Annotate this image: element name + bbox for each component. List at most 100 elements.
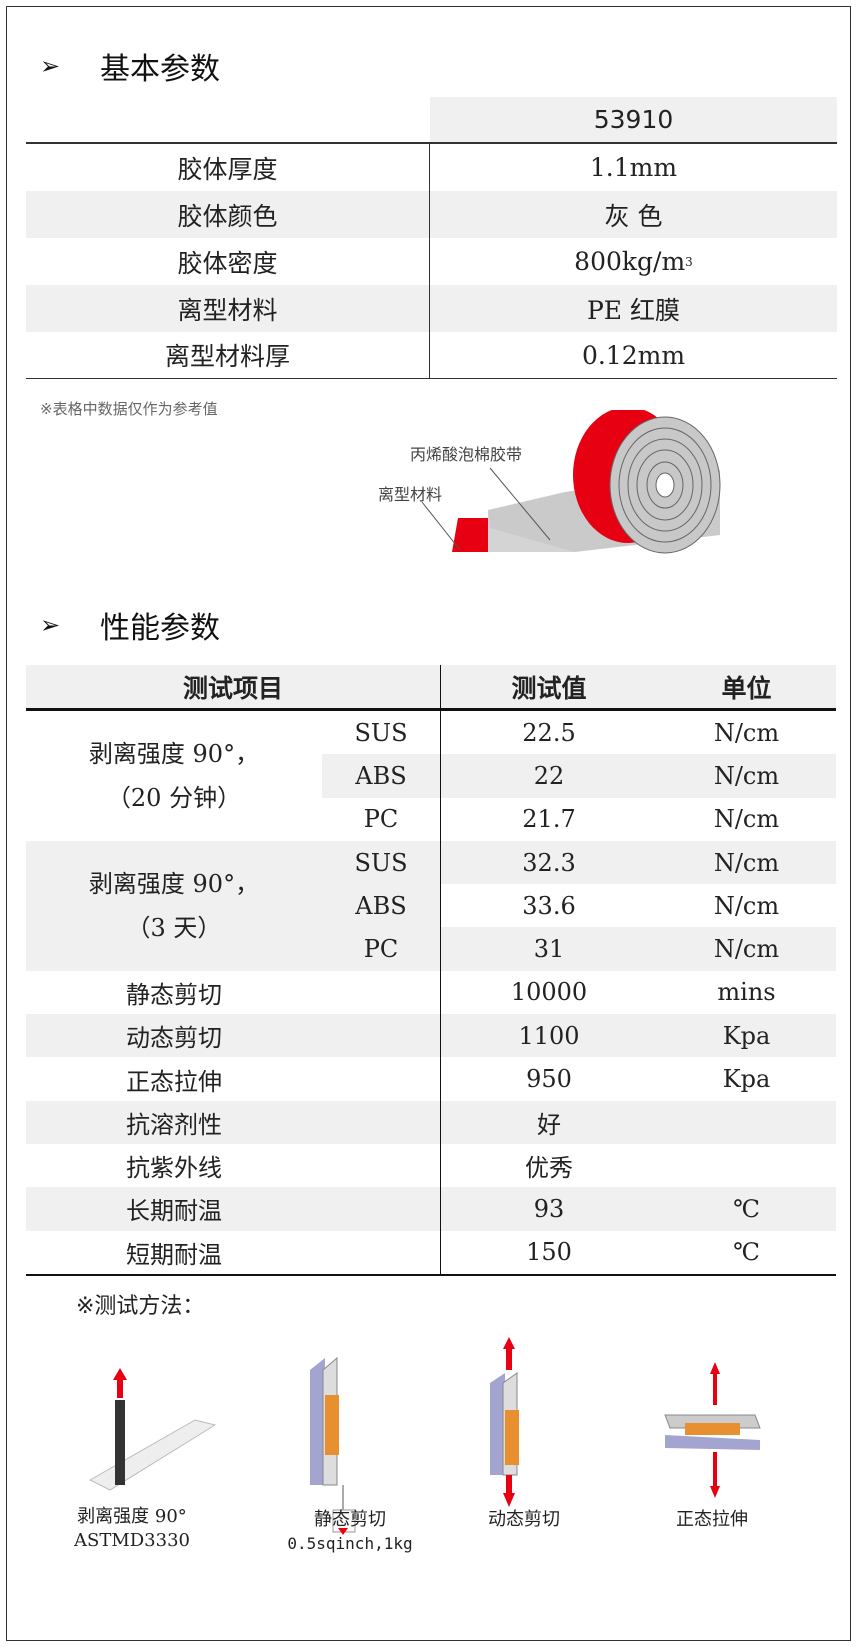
substrate	[322, 971, 440, 1014]
substrate	[322, 1057, 440, 1100]
test-value: 150	[440, 1230, 657, 1274]
arrow-bullet-icon: ➢	[40, 52, 61, 80]
section-performance-title: ➢ 性能参数	[40, 603, 220, 647]
table-row: 正态拉伸 950 Kpa	[26, 1057, 836, 1101]
unit: N/cm	[713, 761, 780, 790]
table-row: 抗紫外线 优秀	[26, 1143, 836, 1188]
substrate: ABS	[355, 761, 407, 790]
unit: ℃	[733, 1194, 760, 1223]
substrate	[322, 1014, 440, 1057]
test-value: 22	[440, 754, 657, 798]
basic-params-table: 53910 胶体厚度 1.1mm 胶体颜色灰 色 胶体密度 800kg/m 3 离型材…	[26, 97, 837, 379]
table-row: ABS 22 N/cm	[322, 754, 836, 798]
substrate	[322, 1231, 440, 1274]
peel-20min-group: 剥离强度 90°， （20 分钟） SUS 22.5 N/cm ABS 22 N/cm P…	[26, 711, 836, 841]
method-label: 剥离强度 90°	[77, 1506, 187, 1527]
test-value: 33.6	[440, 884, 657, 928]
method-static-shear: 静态剪切 0.5sqinch,1kg	[250, 1508, 450, 1556]
peel-3day-group: 剥离强度 90°， （3 天） SUS 32.3 N/cm ABS 33.6 N/cm P…	[26, 840, 836, 971]
table-row: 短期耐温 150 ℃	[26, 1230, 836, 1276]
row-value: PE 红膜	[586, 295, 681, 325]
group-label: 剥离强度 90°， （20 分钟）	[26, 711, 322, 841]
reference-note: ※表格中数据仅作为参考值	[40, 400, 218, 418]
unit: N/cm	[657, 840, 836, 885]
substrate	[322, 1187, 440, 1230]
substrate	[322, 1101, 440, 1144]
substrate: SUS	[322, 840, 440, 885]
group-label-line: （20 分钟）	[106, 783, 242, 812]
test-item: 短期耐温	[126, 1240, 222, 1269]
method-peel: 剥离强度 90° ASTMD3330	[32, 1505, 232, 1553]
liner-label: 离型材料	[378, 485, 442, 504]
unit	[657, 1101, 836, 1144]
row-value: 1.1mm	[589, 153, 678, 182]
test-value: 10000	[440, 970, 657, 1015]
arrow-bullet-icon: ➢	[40, 611, 61, 639]
header-unit: 单位	[721, 673, 772, 703]
header-test-value: 测试值	[440, 665, 657, 708]
table-row: SUS 32.3 N/cm	[322, 840, 836, 885]
table-row: 离型材料厚 0.12mm	[26, 332, 837, 379]
static-shear-illustration	[310, 1356, 356, 1535]
header-test-item: 测试项目	[182, 673, 283, 703]
density-value: 800kg/m	[574, 247, 686, 276]
test-value: 93	[440, 1187, 657, 1231]
row-label: 离型材料厚	[26, 332, 430, 378]
performance-table: 测试项目 测试值 单位 剥离强度 90°， （20 分钟） SUS 22.5 N/cm…	[26, 665, 836, 1276]
tensile-test-illustration	[664, 1362, 761, 1498]
table-row: PC 31 N/cm	[322, 927, 836, 971]
section-basic-title: ➢ 基本参数	[40, 44, 220, 88]
test-value: 1100	[440, 1014, 657, 1058]
method-sub: 0.5sqinch,1kg	[287, 1534, 413, 1553]
unit: N/cm	[713, 891, 780, 920]
unit: N/cm	[657, 927, 836, 971]
section-title: 性能参数	[100, 611, 220, 646]
test-value: 32.3	[440, 840, 657, 885]
model-number: 53910	[430, 97, 837, 142]
method-dynamic-shear: 动态剪切	[424, 1508, 624, 1532]
substrate: ABS	[322, 884, 440, 928]
unit: ℃	[733, 1238, 760, 1267]
row-label: 胶体密度	[26, 238, 430, 285]
test-item: 静态剪切	[126, 980, 222, 1009]
row-value: 0.12mm	[581, 340, 686, 370]
method-label: 静态剪切	[314, 1509, 386, 1530]
table-row: 动态剪切 1100 Kpa	[26, 1014, 836, 1058]
row-label: 胶体厚度	[26, 144, 430, 191]
table-row: SUS 22.5 N/cm	[322, 711, 836, 755]
row-value: 灰 色	[604, 201, 663, 231]
table-row: 离型材料 PE 红膜	[26, 285, 837, 332]
substrate	[322, 1144, 440, 1187]
table-row: 抗溶剂性 好	[26, 1100, 836, 1144]
table-row: PC 21.7 N/cm	[322, 797, 836, 841]
test-value: 优秀	[440, 1143, 657, 1188]
table-row: 长期耐温 93 ℃	[26, 1187, 836, 1231]
table-row: 胶体密度 800kg/m 3	[26, 238, 837, 285]
superscript: 3	[685, 254, 693, 269]
table-row: 胶体厚度 1.1mm	[26, 144, 837, 191]
table-row: ABS 33.6 N/cm	[322, 884, 836, 928]
method-label: 正态拉伸	[676, 1509, 748, 1530]
group-label-line: （3 天）	[126, 913, 222, 942]
tape-label: 丙烯酸泡棉胶带	[410, 445, 522, 464]
peel-test-illustration	[88, 1368, 217, 1491]
section-title: 基本参数	[100, 52, 220, 87]
test-value: 950	[440, 1057, 657, 1101]
unit	[657, 1144, 836, 1187]
unit: N/cm	[713, 718, 780, 747]
method-label: 动态剪切	[488, 1509, 560, 1530]
unit: N/cm	[713, 805, 780, 834]
substrate: PC	[363, 805, 399, 834]
method-sub: ASTMD3330	[73, 1530, 190, 1551]
group-label-line: 剥离强度 90°，	[88, 869, 260, 898]
table-row: 静态剪切 10000 mins	[26, 970, 836, 1015]
test-value: 22.5	[440, 711, 657, 755]
test-value: 31	[440, 927, 657, 971]
group-label: 剥离强度 90°， （3 天）	[26, 840, 322, 971]
test-value: 好	[440, 1100, 657, 1144]
test-item: 正态拉伸	[126, 1067, 222, 1096]
row-label: 胶体颜色	[26, 191, 430, 238]
table-header-row: 测试项目 测试值 单位	[26, 665, 836, 711]
row-value: 800kg/m 3	[430, 238, 837, 285]
group-label-line: 剥离强度 90°，	[88, 739, 260, 768]
